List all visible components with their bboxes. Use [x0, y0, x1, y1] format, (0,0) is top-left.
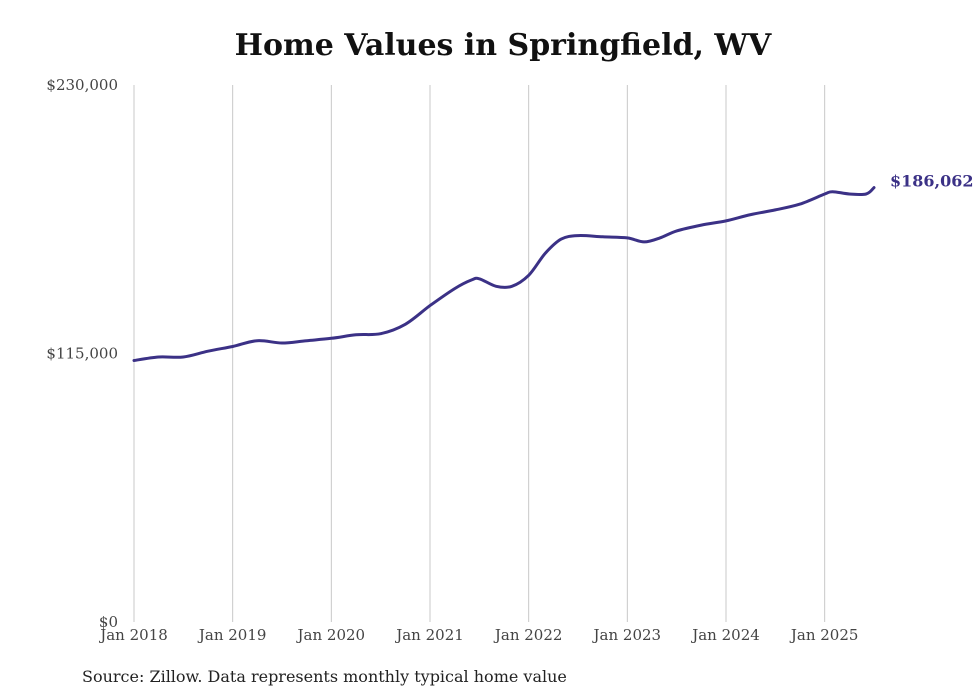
end-value-label: $186,062	[890, 172, 974, 191]
x-tick-label: Jan 2020	[296, 626, 366, 644]
series-line-home-values	[132, 186, 876, 362]
gridlines	[133, 85, 826, 622]
y-tick-label: $230,000	[46, 76, 118, 94]
x-tick-label: Jan 2018	[98, 626, 168, 644]
source-note: Source: Zillow. Data represents monthly …	[82, 667, 567, 686]
y-axis-ticks: $0 $115,000 $230,000	[46, 76, 118, 631]
y-tick-label: $115,000	[46, 345, 118, 363]
x-tick-label: Jan 2024	[690, 626, 760, 644]
x-axis-ticks: Jan 2018 Jan 2019 Jan 2020 Jan 2021 Jan 2022…	[98, 626, 858, 644]
x-tick-label: Jan 2023	[592, 626, 662, 644]
x-tick-label: Jan 2025	[789, 626, 859, 644]
x-tick-label: Jan 2022	[493, 626, 563, 644]
y-tick-label: $0	[99, 613, 118, 631]
x-tick-label: Jan 2021	[394, 626, 464, 644]
chart-title: Home Values in Springfield, WV	[234, 28, 772, 63]
x-tick-label: Jan 2019	[197, 626, 267, 644]
